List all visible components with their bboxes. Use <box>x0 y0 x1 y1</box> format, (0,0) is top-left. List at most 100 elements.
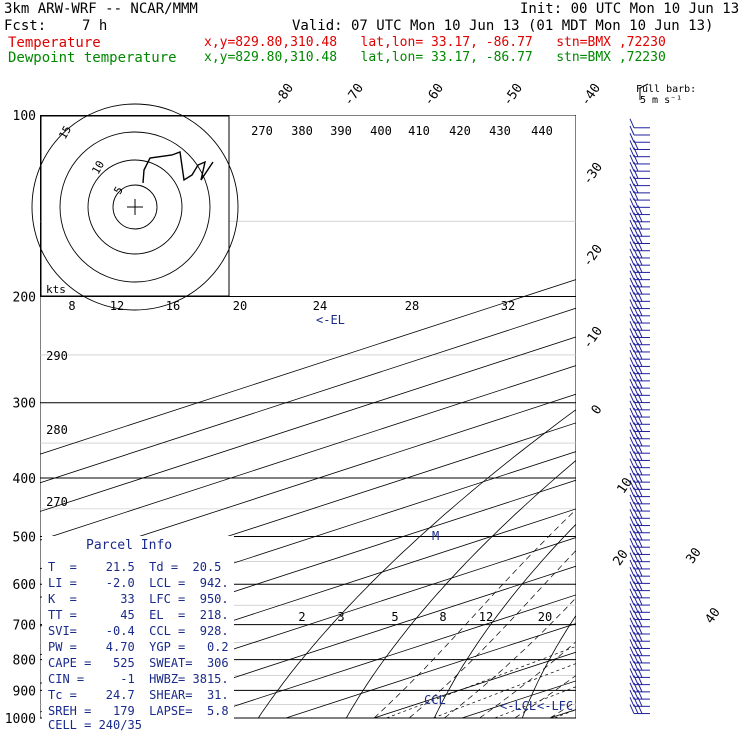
legend-temperature-info: x,y=829.80,310.48 lat,lon= 33.17, -86.77… <box>204 35 666 50</box>
mixing-ratio-label: 3 <box>337 610 344 624</box>
theta-label: 270 <box>46 495 68 509</box>
wind-barb-flag <box>629 364 635 374</box>
wind-barb-flag <box>633 574 639 584</box>
wind-barb-flag <box>629 451 635 461</box>
wind-barb-flag <box>637 292 643 302</box>
wind-barb-flag <box>637 277 643 288</box>
wind-barb-flag <box>633 219 639 230</box>
isotherm <box>638 115 740 718</box>
wind-barb-flag <box>633 248 639 259</box>
mixing-ratio-line <box>554 709 576 719</box>
wind-barb-flag <box>629 704 635 714</box>
wind-barb-flag <box>633 364 639 374</box>
wind-barb-flag <box>629 429 635 439</box>
wind-barb-flag <box>637 342 643 353</box>
dry-adiabat <box>433 523 576 719</box>
mixing-ratio-label: 5 <box>391 610 398 624</box>
wind-barb-flag <box>633 704 639 714</box>
wind-barb-flag <box>637 393 643 403</box>
isotherm-label: -50 <box>500 81 526 109</box>
wind-barb-flag <box>629 480 635 490</box>
barb-legend-units: 5 m s⁻¹ <box>640 95 683 106</box>
wind-barb-flag <box>629 646 635 656</box>
wind-barb-flag <box>637 480 643 490</box>
dry-adiabat <box>521 614 576 719</box>
wind-barb-flag <box>637 444 643 454</box>
wind-barb-flag <box>637 335 643 345</box>
forecast-label: Fcst: <box>4 18 47 34</box>
wind-barb-flag <box>633 400 639 411</box>
wind-barb-flag <box>637 675 643 685</box>
wind-barb-flag <box>633 270 639 280</box>
parcel-row: SVI= -0.4 CCL = 928. <box>48 624 229 638</box>
wind-barb-flag <box>629 610 635 620</box>
wind-barb-flag <box>637 458 643 468</box>
thetae-label: 16 <box>166 299 180 313</box>
mixing-ratio-label: 20 <box>538 610 552 624</box>
wind-barb-flag <box>629 306 635 317</box>
wind-barb-flag <box>633 176 639 186</box>
isotherm-label: -10 <box>580 324 606 352</box>
wind-barb-flag <box>637 255 643 266</box>
wind-barb-flag <box>637 581 643 591</box>
moist-adiabat <box>408 550 576 719</box>
wind-barb-flag <box>633 415 639 425</box>
wind-barb-flag <box>629 321 635 331</box>
wind-barb-flag <box>633 451 639 461</box>
wind-barb-flag <box>629 313 635 324</box>
isotherm <box>40 365 576 541</box>
thetae-label: 12 <box>110 299 124 313</box>
thetae-label: 8 <box>68 299 75 313</box>
thetae-label: 28 <box>405 299 419 313</box>
wind-barb-flag <box>633 429 639 439</box>
dry-adiabat <box>257 409 576 719</box>
isotherm-label: 30 <box>683 545 704 566</box>
wind-barb-flag <box>637 400 643 411</box>
wind-barb-flag <box>633 487 639 497</box>
wind-barb-flag <box>633 545 639 555</box>
wind-barb-flag <box>633 422 639 432</box>
pressure-tick-label: 300 <box>13 397 36 412</box>
wind-barb-flag <box>629 292 635 302</box>
wind-barb-flag <box>629 393 635 403</box>
wind-barb-flag <box>637 328 643 338</box>
ccl-label: CCL <box>424 693 446 707</box>
wind-barb-flag <box>637 241 643 251</box>
wind-barb-flag <box>633 205 639 215</box>
wind-barb-flag <box>629 415 635 425</box>
wind-barb-flag <box>633 436 639 447</box>
wind-barb-flag <box>629 632 635 642</box>
isotherm-label: -80 <box>271 81 297 109</box>
isotherm-label: -60 <box>421 81 447 109</box>
wind-barb-flag <box>633 530 639 541</box>
isotherm <box>40 307 576 484</box>
wind-barb-flag <box>637 538 643 548</box>
wind-barb-flag <box>629 190 635 201</box>
wind-barb-flag <box>637 566 643 577</box>
wind-barb-flag <box>633 335 639 345</box>
wind-barb-flag <box>629 523 635 533</box>
wind-barb-flag <box>637 646 643 656</box>
wind-barb-flag <box>629 682 635 693</box>
wind-barb-flag <box>629 371 635 382</box>
isotherm-label: -30 <box>580 160 606 188</box>
isotherm-label: 40 <box>702 605 723 626</box>
theta-label: 420 <box>449 124 471 138</box>
wind-barb-flag <box>637 545 643 555</box>
wind-barb-flag <box>633 603 639 613</box>
wind-barb-flag <box>637 516 643 526</box>
wind-barb-flag <box>633 342 639 353</box>
wind-barb-flag <box>633 689 639 700</box>
wind-barb-flag <box>633 646 639 656</box>
wind-barb-flag <box>633 212 639 222</box>
dewpoint-trace <box>642 115 740 718</box>
wind-barb-flag <box>633 516 639 526</box>
wind-barb-flag <box>633 349 639 360</box>
wind-barb-flag <box>633 277 639 288</box>
hodograph-ring <box>87 159 183 255</box>
wind-barb-flag <box>633 371 639 382</box>
forecast-hours: 7 h <box>82 18 108 34</box>
theta-label: 400 <box>370 124 392 138</box>
hodograph-ring <box>112 184 158 230</box>
wind-barb-flag <box>637 617 643 627</box>
